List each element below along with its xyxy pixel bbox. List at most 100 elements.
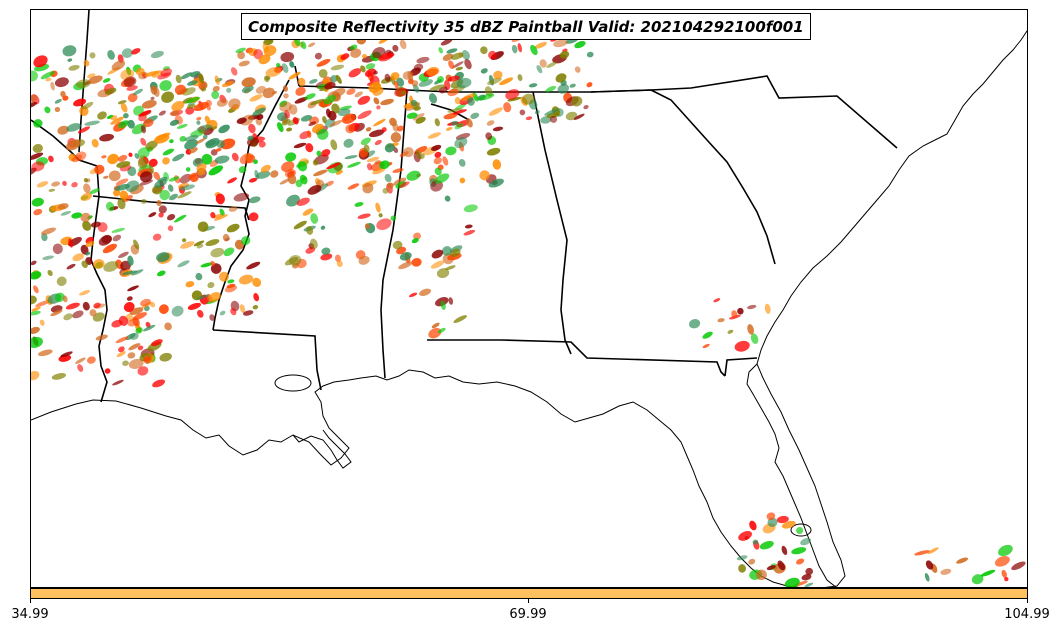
storm-cell <box>734 340 750 352</box>
storm-cell <box>550 115 558 123</box>
storm-cell <box>379 160 390 170</box>
storm-cell <box>94 164 105 175</box>
storm-cell <box>157 270 166 277</box>
storm-cell <box>66 139 81 151</box>
storm-cell <box>440 38 453 46</box>
storm-cell <box>112 234 122 242</box>
storm-cell <box>185 96 201 104</box>
storm-cell <box>411 80 419 87</box>
storm-cell <box>363 144 370 153</box>
storm-cell <box>312 159 319 166</box>
storm-cell <box>205 99 212 107</box>
storm-cell <box>392 240 403 250</box>
storm-cell <box>154 179 167 188</box>
colorbar-label-mid: 69.99 <box>509 607 547 622</box>
storm-cell <box>215 193 225 205</box>
storm-cell <box>479 170 490 181</box>
storm-cell <box>440 300 446 311</box>
storm-cell <box>57 125 70 135</box>
storm-cell <box>373 118 386 127</box>
storm-cell <box>323 95 336 105</box>
storm-cell <box>368 81 381 93</box>
storm-cell <box>116 351 126 358</box>
storm-cell <box>123 76 137 87</box>
storm-cell <box>120 260 131 272</box>
storm-cell <box>41 227 56 235</box>
storm-cell <box>360 65 366 73</box>
storm-cell <box>384 173 392 183</box>
storm-cell <box>382 187 389 194</box>
storm-cell <box>156 200 162 207</box>
storm-cell <box>115 178 129 186</box>
storm-cell <box>101 155 107 159</box>
storm-cell <box>214 214 228 221</box>
storm-cell <box>118 251 129 259</box>
storm-cell <box>238 274 254 285</box>
storm-cell <box>285 152 297 162</box>
storm-cell <box>54 99 62 104</box>
storm-cell <box>150 96 155 101</box>
storm-cell <box>1001 569 1007 578</box>
storm-cell <box>110 115 118 121</box>
storm-cell <box>804 582 814 587</box>
storm-cell <box>161 91 175 103</box>
storm-cell <box>118 346 125 353</box>
storm-cell <box>151 339 163 347</box>
storm-cell <box>252 277 262 288</box>
storm-cell <box>309 79 318 84</box>
storm-cell <box>171 305 184 317</box>
storm-cell <box>128 358 144 369</box>
storm-cell <box>142 356 152 362</box>
storm-cell <box>445 146 457 156</box>
storm-cell <box>427 132 441 139</box>
storm-cell <box>233 192 250 202</box>
storm-cell <box>331 103 340 114</box>
storm-cell <box>517 74 523 82</box>
storm-cell <box>62 295 68 303</box>
storm-cell <box>372 167 386 175</box>
storm-cell <box>210 247 225 258</box>
storm-cell <box>57 203 69 210</box>
storm-cell <box>99 133 115 142</box>
storm-cell <box>75 357 86 364</box>
storm-cell <box>127 318 139 327</box>
storm-cell <box>174 214 187 223</box>
storm-cell <box>71 182 78 188</box>
storm-cell <box>307 130 312 139</box>
storm-cell <box>365 222 376 234</box>
storm-cell <box>415 149 422 160</box>
storm-cell <box>239 304 246 313</box>
storm-cell <box>249 94 263 102</box>
storm-cell <box>226 87 232 93</box>
storm-cell <box>187 302 201 310</box>
storm-cell <box>316 150 322 157</box>
storm-cell <box>237 51 246 60</box>
storm-cell <box>924 572 930 582</box>
storm-cell <box>540 116 552 124</box>
storm-cell <box>168 176 180 182</box>
storm-cell <box>488 50 497 60</box>
storm-cell <box>503 102 512 113</box>
storm-cell <box>971 574 984 585</box>
storm-cell <box>453 315 467 324</box>
storm-cell <box>373 70 378 75</box>
colorbar <box>30 588 1028 599</box>
storm-cell <box>295 86 306 96</box>
storm-cell <box>230 307 237 316</box>
storm-cell <box>766 512 776 521</box>
storm-cell <box>796 558 805 565</box>
storm-cell <box>145 140 158 150</box>
storm-cell <box>118 315 129 326</box>
storm-cell <box>429 84 445 92</box>
lake-pontchartrain <box>274 374 312 392</box>
storm-cell <box>310 98 325 106</box>
storm-cell <box>530 44 538 56</box>
storm-cell <box>336 260 343 267</box>
storm-cell <box>260 164 271 173</box>
storm-cell <box>777 560 786 571</box>
storm-cell <box>288 71 301 80</box>
storm-cell <box>197 221 209 232</box>
storm-cell <box>522 93 535 105</box>
storm-cell <box>131 48 141 55</box>
storm-cell <box>122 360 129 366</box>
